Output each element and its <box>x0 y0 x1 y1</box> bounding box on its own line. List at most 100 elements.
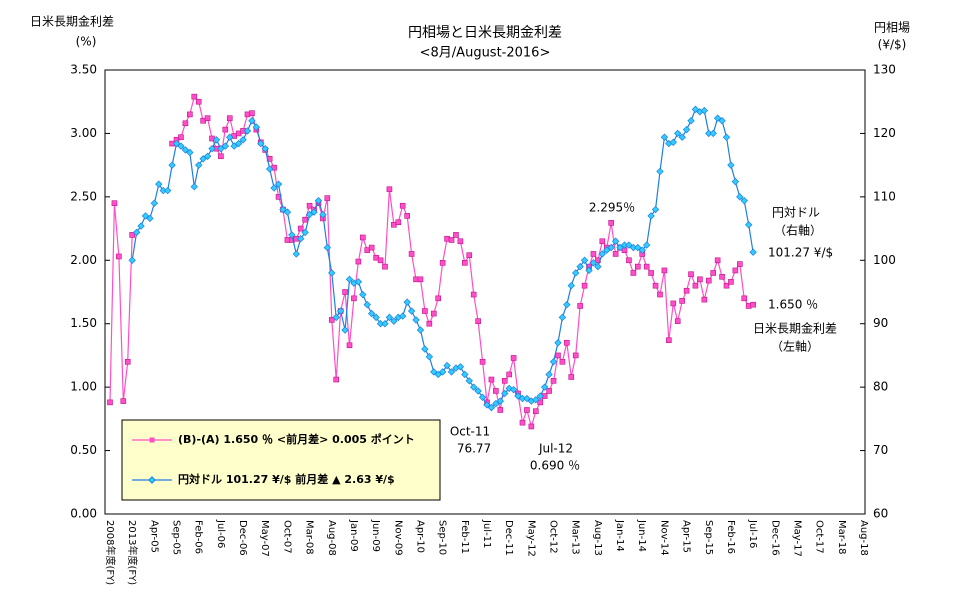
x-tick-label: Jun-09 <box>370 519 381 552</box>
data-point <box>217 144 225 153</box>
annotation: 円対ドル <box>772 206 820 220</box>
data-point <box>469 383 478 391</box>
data-point <box>555 352 561 359</box>
data-point <box>519 419 526 426</box>
data-point <box>243 127 252 135</box>
data-point <box>226 115 233 122</box>
legend-label: (B)-(A) 1.650 ％ <前月差> 0.005 ポイント <box>178 432 415 446</box>
data-point <box>288 231 296 239</box>
data-point <box>456 363 465 371</box>
data-point <box>270 184 278 192</box>
data-point <box>580 256 589 264</box>
data-point <box>421 345 429 353</box>
data-point <box>559 358 566 365</box>
data-point <box>651 205 660 214</box>
data-point <box>368 244 375 251</box>
data-point <box>377 257 384 264</box>
data-point <box>590 251 597 257</box>
x-tick-label: Feb-16 <box>725 520 736 554</box>
data-point <box>642 241 651 249</box>
data-point <box>510 355 517 361</box>
data-point <box>732 267 739 274</box>
data-point <box>661 267 668 274</box>
data-point <box>705 277 712 284</box>
data-point <box>740 196 748 205</box>
data-point <box>501 389 509 398</box>
data-point <box>297 235 305 243</box>
data-point <box>514 392 522 400</box>
data-point <box>710 270 717 276</box>
data-point <box>564 339 570 346</box>
data-point <box>382 263 388 270</box>
data-point <box>363 300 371 309</box>
data-point <box>453 232 459 238</box>
data-point <box>470 291 477 298</box>
data-point <box>465 377 473 385</box>
data-point <box>728 279 734 285</box>
data-point <box>403 298 411 306</box>
data-point <box>399 312 407 320</box>
data-point <box>719 273 725 280</box>
data-point <box>626 257 632 264</box>
data-point <box>568 374 575 380</box>
data-point <box>124 358 131 365</box>
y2-tick-label: 70 <box>873 443 888 457</box>
x-tick-label: Sep-05 <box>171 520 182 555</box>
annotation: 1.650 ％ <box>768 298 818 312</box>
data-point <box>319 210 327 219</box>
data-point <box>447 368 456 376</box>
data-point <box>496 397 505 405</box>
data-point <box>736 193 744 201</box>
x-tick-label: Apr-15 <box>681 520 692 553</box>
y2-tick-label: 120 <box>873 126 896 140</box>
data-point <box>657 291 663 298</box>
y-tick-label: 0.50 <box>70 443 97 457</box>
data-point <box>195 98 202 105</box>
data-point <box>589 259 598 267</box>
data-point <box>612 251 619 257</box>
data-point <box>478 393 487 401</box>
data-point <box>750 301 756 308</box>
data-point <box>297 225 304 232</box>
y-tick-label: 3.00 <box>70 126 97 140</box>
data-point <box>713 114 722 122</box>
data-point <box>488 376 495 383</box>
data-point <box>474 387 482 395</box>
data-point <box>360 234 366 241</box>
data-point <box>283 208 292 216</box>
x-tick-label: Jun-14 <box>636 519 647 552</box>
data-point <box>581 282 588 289</box>
data-point <box>585 266 593 275</box>
y2-tick-label: 80 <box>873 380 888 394</box>
data-point <box>150 199 159 207</box>
data-point <box>385 313 394 322</box>
data-point <box>372 313 380 322</box>
data-point <box>324 195 331 201</box>
data-point <box>652 282 659 289</box>
data-point <box>306 202 313 209</box>
data-point <box>332 313 340 322</box>
data-point <box>599 238 606 245</box>
series <box>107 93 756 430</box>
y-tick-label: 1.00 <box>70 380 97 394</box>
data-point <box>163 186 172 195</box>
data-point <box>301 228 309 237</box>
data-point <box>616 243 624 252</box>
data-point <box>141 212 150 220</box>
y2-tick-label: 110 <box>873 189 896 203</box>
data-point <box>204 115 211 122</box>
x-tick-label: Apr-05 <box>148 520 159 553</box>
data-point <box>381 320 389 328</box>
x-tick-label: Feb-06 <box>193 520 204 554</box>
data-point <box>422 308 428 314</box>
x-tick-label: Dec-06 <box>237 520 248 556</box>
data-point <box>328 317 335 323</box>
data-point <box>669 138 677 147</box>
data-point <box>181 146 190 154</box>
legend-label: 円対ドル 101.27 ¥/$ 前月差 ▲ 2.63 ¥/$ <box>178 472 395 486</box>
data-point <box>367 309 376 318</box>
data-point <box>226 133 234 141</box>
data-point <box>292 250 300 258</box>
data-point <box>128 256 136 264</box>
